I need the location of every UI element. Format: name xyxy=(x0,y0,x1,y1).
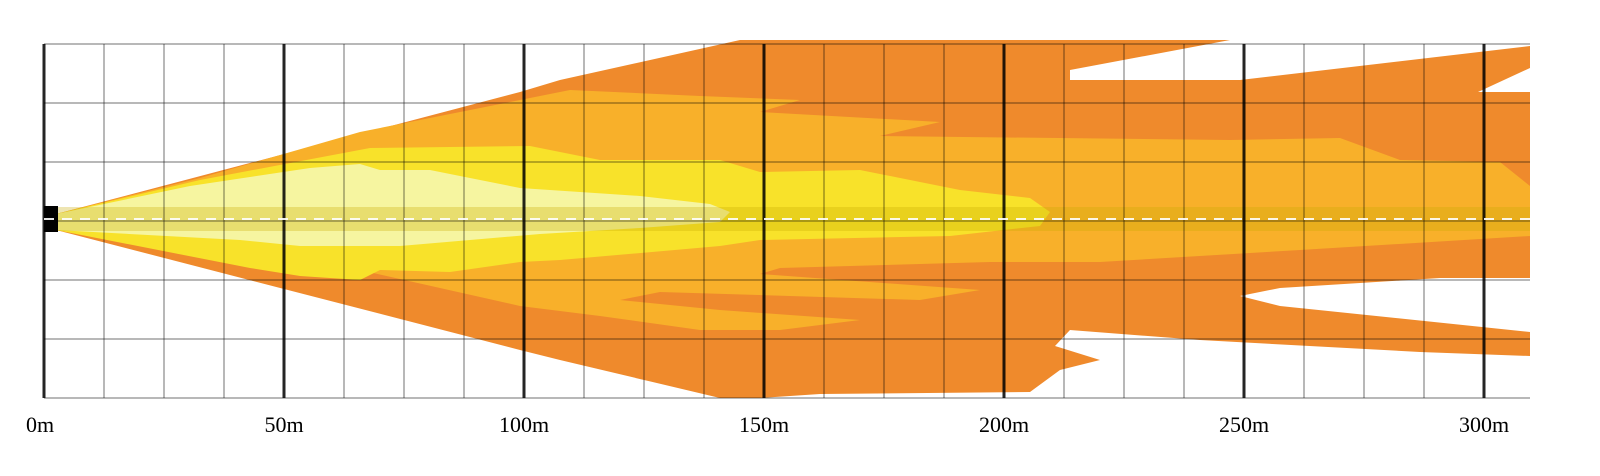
x-axis-ticks: 0m 50m 100m 150m 200m 250m 300m xyxy=(26,412,1509,437)
x-tick-label: 50m xyxy=(264,412,303,437)
x-tick-label: 0m xyxy=(26,412,54,437)
x-tick-label: 150m xyxy=(739,412,789,437)
x-tick-label: 250m xyxy=(1219,412,1269,437)
x-tick-label: 100m xyxy=(499,412,549,437)
x-tick-label: 200m xyxy=(979,412,1029,437)
x-tick-label: 300m xyxy=(1459,412,1509,437)
chart-grid xyxy=(42,43,1530,399)
